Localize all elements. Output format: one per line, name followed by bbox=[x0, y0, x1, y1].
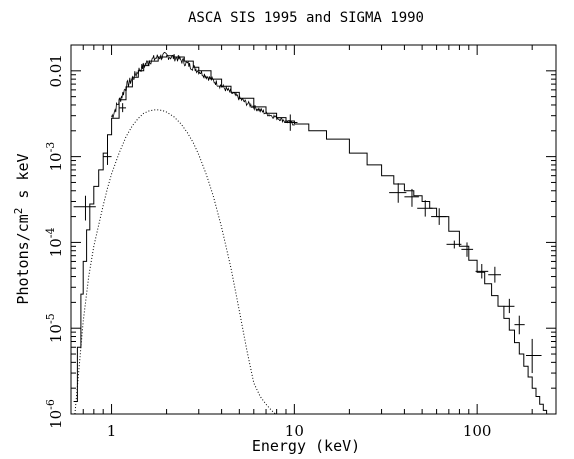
component-dotted-line bbox=[74, 109, 276, 414]
y-tick-label: 0.01 bbox=[47, 54, 65, 87]
x-tick-label: 1 bbox=[107, 422, 117, 440]
error-point bbox=[389, 183, 407, 203]
y-tick-base: 10 bbox=[47, 152, 65, 171]
y-tick-label: 10-4 bbox=[44, 228, 65, 258]
plot-frame bbox=[70, 44, 557, 415]
data-noisy-line bbox=[111, 51, 295, 126]
y-axis-title-rest: s keV bbox=[14, 153, 32, 207]
error-point bbox=[284, 114, 298, 131]
error-point bbox=[446, 240, 462, 249]
error-point bbox=[503, 298, 515, 314]
y-tick-label: 10-6 bbox=[44, 399, 65, 429]
y-axis-ticks: 10-610-510-410-30.01 bbox=[44, 44, 556, 429]
error-point bbox=[119, 103, 127, 113]
error-point bbox=[404, 188, 419, 207]
x-tick-label: 10 bbox=[285, 422, 304, 440]
y-tick-base: 10 bbox=[47, 410, 65, 429]
error-bars-layer bbox=[73, 103, 542, 374]
y-tick-exponent: -5 bbox=[44, 313, 57, 324]
error-point bbox=[73, 195, 96, 221]
error-point bbox=[431, 208, 447, 225]
y-tick-exponent: -3 bbox=[44, 142, 57, 153]
x-axis-title: Energy (keV) bbox=[252, 437, 360, 455]
y-axis-title: Photons/cm2 s keV bbox=[12, 153, 32, 304]
y-tick-base: 10 bbox=[47, 238, 65, 257]
y-tick-base: 10 bbox=[47, 324, 65, 343]
error-point bbox=[488, 266, 501, 283]
y-axis-title-base: Photons/cm bbox=[14, 214, 32, 304]
y-tick-exponent: -6 bbox=[44, 399, 57, 410]
error-point bbox=[525, 338, 542, 374]
error-point bbox=[417, 200, 433, 217]
x-axis-ticks: 1 10 100 bbox=[70, 45, 533, 440]
y-tick-label: 10-3 bbox=[44, 142, 65, 172]
y-axis-title-exponent: 2 bbox=[12, 208, 25, 215]
error-point bbox=[514, 315, 525, 335]
error-point bbox=[475, 264, 489, 279]
series-layer bbox=[73, 51, 550, 414]
y-tick-exponent: -4 bbox=[44, 228, 57, 239]
error-point bbox=[461, 242, 474, 257]
model-step-line bbox=[73, 55, 550, 414]
x-tick-label: 100 bbox=[463, 422, 492, 440]
chart-title: ASCA SIS 1995 and SIGMA 1990 bbox=[188, 10, 424, 26]
y-tick-label: 10-5 bbox=[44, 313, 65, 343]
error-point bbox=[103, 149, 112, 165]
